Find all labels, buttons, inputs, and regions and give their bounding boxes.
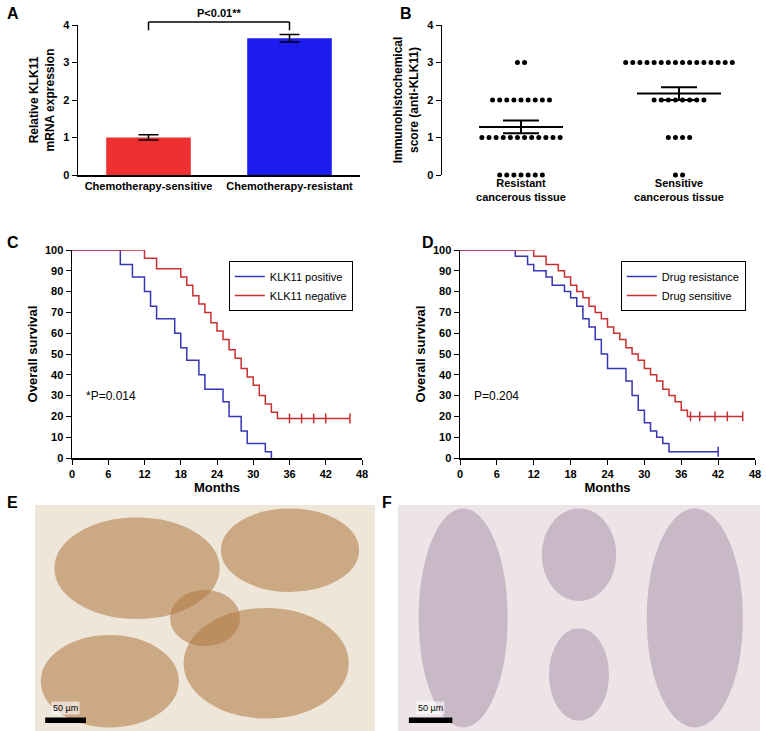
svg-text:*P=0.014: *P=0.014 (86, 389, 136, 403)
svg-text:42: 42 (712, 468, 724, 480)
svg-text:20: 20 (439, 410, 451, 422)
svg-text:90: 90 (51, 265, 63, 277)
svg-text:50 µm: 50 µm (418, 703, 443, 713)
svg-text:Drug resistance: Drug resistance (662, 271, 739, 283)
svg-text:0: 0 (457, 468, 463, 480)
svg-text:60: 60 (439, 327, 451, 339)
svg-text:Months: Months (584, 480, 630, 495)
svg-text:B: B (400, 5, 412, 22)
svg-text:3: 3 (427, 56, 433, 68)
svg-text:KLK11 positive: KLK11 positive (270, 271, 343, 283)
svg-text:2: 2 (63, 94, 69, 106)
svg-text:10: 10 (439, 431, 451, 443)
svg-text:D: D (422, 234, 434, 251)
svg-text:0: 0 (445, 452, 451, 464)
svg-text:1: 1 (427, 131, 433, 143)
svg-text:Overall survival: Overall survival (413, 306, 428, 403)
svg-text:2: 2 (427, 94, 433, 106)
svg-text:20: 20 (51, 410, 63, 422)
svg-text:36: 36 (283, 468, 295, 480)
svg-text:Sensitivecancerous tissue: Sensitivecancerous tissue (634, 177, 724, 203)
svg-text:42: 42 (320, 468, 332, 480)
svg-text:12: 12 (528, 468, 540, 480)
svg-text:70: 70 (51, 306, 63, 318)
svg-text:Months: Months (194, 480, 240, 495)
svg-text:0: 0 (63, 169, 69, 181)
svg-text:48: 48 (749, 468, 761, 480)
svg-text:Chemotherapy-resistant: Chemotherapy-resistant (226, 180, 353, 192)
svg-text:60: 60 (51, 327, 63, 339)
svg-text:30: 30 (638, 468, 650, 480)
svg-text:18: 18 (175, 468, 187, 480)
svg-text:90: 90 (439, 265, 451, 277)
svg-text:12: 12 (138, 468, 150, 480)
svg-text:50: 50 (439, 348, 451, 360)
svg-text:30: 30 (247, 468, 259, 480)
svg-text:6: 6 (494, 468, 500, 480)
svg-text:36: 36 (675, 468, 687, 480)
svg-text:40: 40 (51, 369, 63, 381)
svg-text:50 µm: 50 µm (53, 703, 78, 713)
svg-text:0: 0 (69, 468, 75, 480)
svg-text:0: 0 (57, 452, 63, 464)
svg-text:4: 4 (63, 19, 70, 31)
svg-text:F: F (382, 494, 392, 511)
svg-text:50: 50 (51, 348, 63, 360)
svg-text:KLK11 negative: KLK11 negative (270, 290, 347, 302)
svg-text:C: C (7, 234, 19, 251)
svg-text:P<0.01**: P<0.01** (197, 7, 241, 19)
svg-text:Drug sensitive: Drug sensitive (662, 290, 732, 302)
svg-text:24: 24 (211, 468, 224, 480)
svg-text:1: 1 (63, 131, 69, 143)
svg-text:P=0.204: P=0.204 (474, 389, 519, 403)
svg-text:A: A (7, 5, 19, 22)
svg-text:80: 80 (51, 285, 63, 297)
svg-text:Resistantcancerous tissue: Resistantcancerous tissue (476, 177, 566, 203)
svg-text:100: 100 (433, 244, 451, 256)
svg-text:18: 18 (565, 468, 577, 480)
svg-text:30: 30 (51, 389, 63, 401)
svg-text:6: 6 (105, 468, 111, 480)
svg-text:10: 10 (51, 431, 63, 443)
svg-text:0: 0 (427, 169, 433, 181)
svg-text:4: 4 (427, 19, 434, 31)
svg-text:E: E (7, 494, 18, 511)
svg-text:Relative KLK11mRNA expression: Relative KLK11mRNA expression (27, 49, 57, 152)
svg-text:40: 40 (439, 369, 451, 381)
svg-text:3: 3 (63, 56, 69, 68)
svg-text:Chemotherapy-sensitive: Chemotherapy-sensitive (85, 180, 213, 192)
svg-text:24: 24 (601, 468, 614, 480)
svg-text:48: 48 (356, 468, 368, 480)
svg-text:Immunohistochemicalscore (anti: Immunohistochemicalscore (anti-KLK11) (391, 37, 421, 164)
svg-text:Overall survival: Overall survival (25, 306, 40, 403)
svg-text:100: 100 (45, 244, 63, 256)
svg-text:70: 70 (439, 306, 451, 318)
svg-text:80: 80 (439, 285, 451, 297)
svg-text:30: 30 (439, 389, 451, 401)
